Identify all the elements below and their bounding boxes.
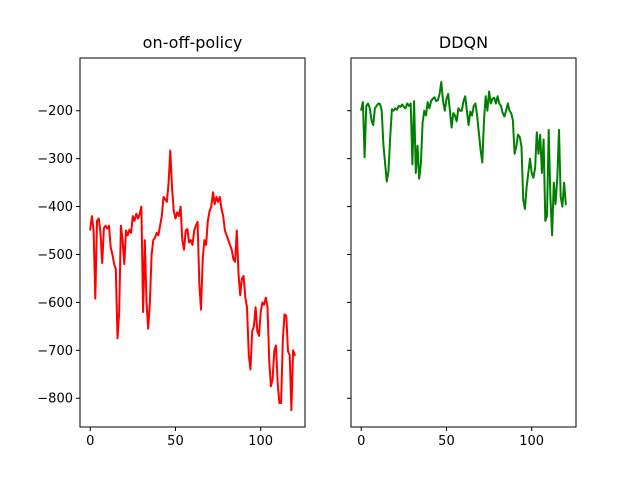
- plot-frame: [79, 57, 306, 428]
- x-tick-label: 50: [438, 434, 455, 449]
- series-line-0: [360, 81, 567, 237]
- x-tick-label: 100: [519, 434, 544, 449]
- x-tick-label: 0: [86, 434, 94, 449]
- x-tick-label: 50: [167, 434, 184, 449]
- plot-frame: [350, 57, 577, 428]
- series-line-0: [89, 149, 296, 412]
- y-tick-label: −300: [37, 152, 73, 167]
- y-tick-label: −400: [37, 200, 73, 215]
- y-tick-label: −800: [37, 392, 73, 407]
- y-tick-label: −700: [37, 344, 73, 359]
- y-tick-label: −200: [37, 104, 73, 119]
- y-tick-label: −500: [37, 248, 73, 263]
- y-tick-label: −600: [37, 296, 73, 311]
- chart-title: DDQN: [439, 33, 488, 52]
- x-tick-label: 100: [248, 434, 273, 449]
- chart-panel-on-off-policy: on-off-policy 0 50 100 −200 −300 −400 −500 −600…: [37, 33, 306, 449]
- chart-title: on-off-policy: [143, 33, 243, 52]
- x-tick-label: 0: [357, 434, 365, 449]
- chart-panel-ddqn: DDQN 0 50 100: [347, 33, 577, 449]
